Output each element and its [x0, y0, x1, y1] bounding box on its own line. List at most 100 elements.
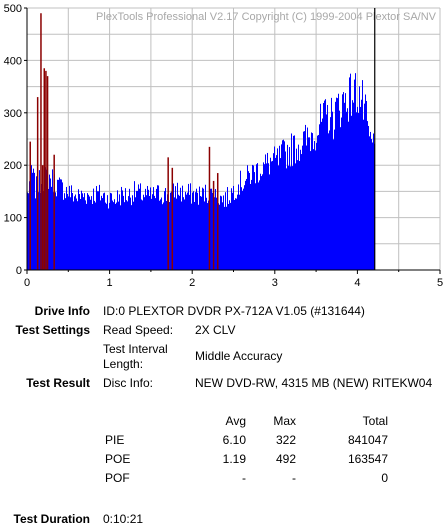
pie-bar	[191, 203, 192, 270]
pie-bar	[212, 192, 213, 270]
pie-bar	[224, 206, 225, 270]
pie-bar	[272, 160, 273, 270]
pie-bar	[221, 196, 222, 270]
pie-bar	[372, 142, 373, 270]
pie-bar	[329, 130, 330, 270]
pie-bar	[68, 196, 69, 270]
pie-bar	[337, 98, 338, 271]
pie-bar	[87, 193, 88, 270]
pie-bar	[362, 80, 363, 270]
pie-bar	[259, 180, 260, 270]
pie-bar	[227, 187, 228, 270]
pie-bar	[326, 114, 327, 270]
pie-bar	[263, 162, 264, 270]
pie-bar	[215, 189, 216, 270]
pie-bar	[349, 77, 350, 270]
pie-bar	[81, 190, 82, 270]
pie-bar	[204, 201, 205, 270]
pie-bar	[174, 197, 175, 270]
pof-spike	[41, 165, 44, 270]
pie-bar	[290, 166, 291, 270]
pie-bar	[165, 188, 166, 270]
pie-bar	[325, 99, 326, 270]
pie-bar	[328, 133, 329, 270]
pie-bar	[84, 193, 85, 270]
row-max: 322	[275, 433, 296, 447]
row-avg: 6.10	[222, 433, 246, 447]
pie-bar	[247, 165, 248, 270]
pie-bar	[220, 195, 221, 270]
y-tick-label: 0	[16, 265, 22, 277]
test-interval-label-line2: Length:	[103, 357, 144, 371]
pie-bar	[211, 188, 212, 270]
pie-bar	[367, 121, 368, 270]
pie-bar	[333, 139, 334, 270]
x-tick-label: 0	[24, 277, 30, 289]
pie-bar	[51, 186, 52, 270]
pof-spike	[40, 13, 42, 271]
pie-bar	[288, 165, 289, 270]
pie-bar	[324, 100, 325, 270]
pie-bar	[126, 200, 127, 270]
pie-bar	[86, 203, 87, 270]
pie-bar	[306, 145, 307, 270]
pie-bar	[75, 194, 76, 270]
pie-bar	[158, 185, 159, 270]
pie-bar	[161, 197, 162, 270]
pie-bar	[284, 141, 285, 270]
pie-bar	[366, 100, 367, 271]
pie-bar	[99, 184, 100, 270]
pie-bar	[316, 142, 317, 270]
pie-bar	[252, 164, 253, 270]
pie-bar	[219, 204, 220, 270]
pie-bar	[226, 206, 227, 270]
pie-bar	[142, 200, 143, 270]
pie-bar	[354, 79, 355, 270]
pie-bar	[110, 192, 111, 270]
pie-bar	[130, 197, 131, 270]
pie-bar	[147, 185, 148, 270]
pie-bar	[239, 194, 240, 270]
pie-bar	[201, 196, 202, 270]
pie-bar	[111, 193, 112, 270]
pie-bar	[315, 150, 316, 270]
pie-bar	[101, 195, 102, 270]
pie-bar	[96, 186, 97, 270]
pie-bar	[294, 135, 295, 270]
pie-bar	[83, 197, 84, 270]
pie-bar	[260, 173, 261, 270]
pie-bar	[183, 197, 184, 270]
pie-bar	[363, 119, 364, 270]
pie-bar	[143, 194, 144, 270]
pie-bar	[55, 192, 56, 270]
pie-bar	[335, 101, 336, 270]
pie-bar	[195, 192, 196, 270]
pie-bar	[246, 178, 247, 270]
pie-bar	[108, 208, 109, 270]
pie-bar	[361, 99, 362, 270]
pie-bar	[273, 153, 274, 270]
x-tick-label: 2	[189, 277, 195, 289]
pie-bar	[228, 203, 229, 270]
pie-bar	[229, 200, 230, 270]
pie-bar	[192, 192, 193, 270]
test-interval-label-line1: Test Interval	[103, 342, 168, 356]
pie-bar	[343, 92, 344, 270]
pie-bar	[119, 194, 120, 270]
disc-info-label: Disc Info:	[103, 376, 154, 390]
pie-bar	[242, 190, 243, 270]
pie-bar	[232, 192, 233, 270]
pie-bar	[295, 163, 296, 270]
pie-bar	[162, 204, 163, 270]
pie-bar	[257, 163, 258, 270]
pie-bar	[91, 196, 92, 270]
test-settings-label: Test Settings	[15, 323, 90, 337]
pie-bar	[254, 172, 255, 270]
pie-bar	[334, 129, 335, 270]
row-total: 841047	[347, 433, 388, 447]
pie-bar	[271, 161, 272, 270]
row-name: PIE	[105, 433, 125, 447]
pie-bar	[231, 188, 232, 270]
pie-bar	[304, 131, 305, 270]
pie-bar	[120, 205, 121, 270]
